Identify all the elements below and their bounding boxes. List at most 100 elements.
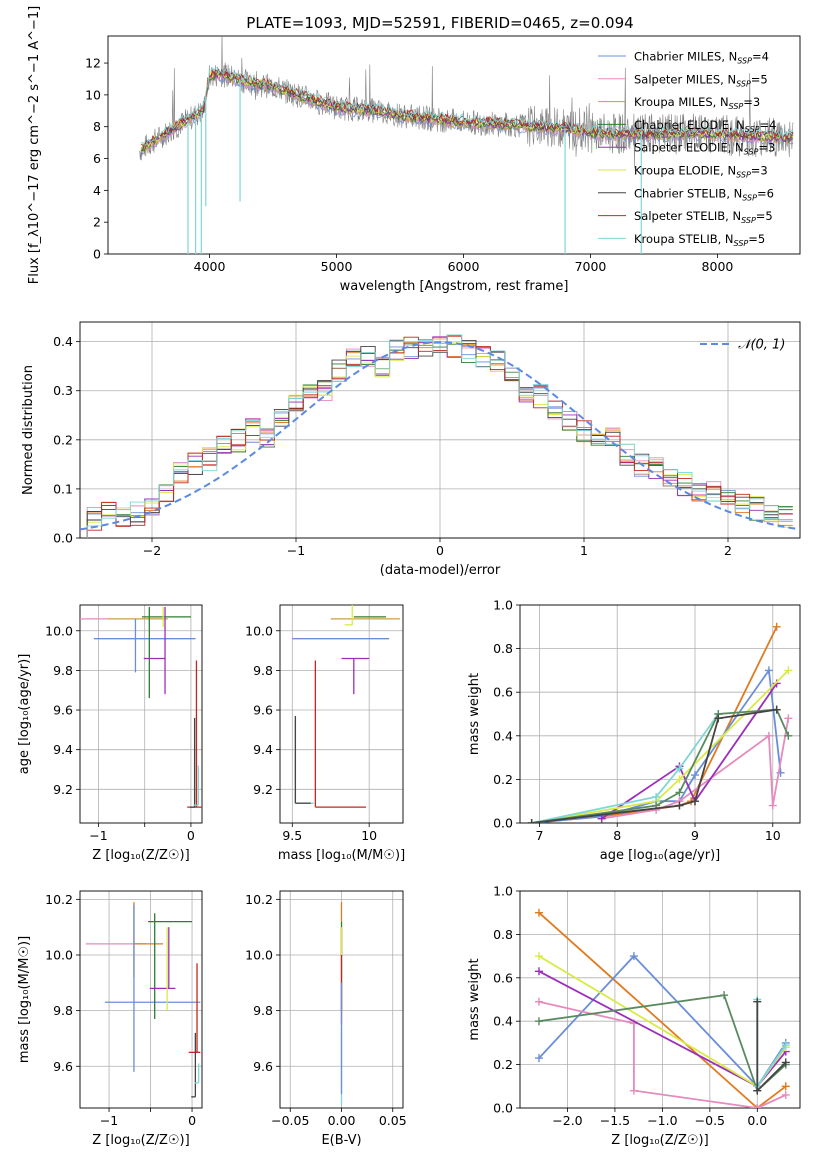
- weight-point-marker: [534, 952, 543, 961]
- x-tick-label: 5000: [321, 259, 353, 274]
- y-tick-label: 10.2: [45, 892, 73, 907]
- y-tick-label: 12: [85, 56, 101, 71]
- y-axis-label: Flux [f_λ10^−17 erg cm^−2 s^−1 A^−1]: [27, 6, 42, 284]
- y-tick-label: 6: [93, 151, 101, 166]
- weight-point-marker: [720, 991, 729, 1000]
- weight-point-marker: [753, 1086, 762, 1095]
- y-tick-label: 1.0: [493, 884, 513, 899]
- y-tick-label: 9.2: [53, 782, 73, 797]
- weight-series-line: [531, 708, 790, 823]
- spectrum-axes: 4000 5000 6000 7000 8000 0 2 4 6 8 10 12 wavelength …: [27, 6, 801, 294]
- weight-point-marker: [781, 1041, 790, 1050]
- x-tick-label: 4000: [194, 259, 226, 274]
- weight-point-marker: [764, 666, 773, 675]
- weight-point-marker: [675, 764, 684, 773]
- x-tick-label: −2: [143, 543, 161, 558]
- y-tick-label: 0.4: [53, 334, 73, 349]
- y-tick-label: 9.4: [53, 742, 73, 757]
- legend-label: 𝒩(0, 1): [738, 338, 785, 353]
- y-tick-label: 9.6: [253, 1059, 273, 1074]
- y-tick-label: 9.8: [253, 663, 273, 678]
- y-axis-label: age [log₁₀(age/yr)]: [17, 654, 32, 775]
- y-tick-label: 0.6: [493, 970, 513, 985]
- x-tick-label: 9.5: [282, 828, 302, 843]
- legend-label: Chabrier MILES, NSSP=4: [634, 50, 769, 66]
- y-tick-label: 10.0: [45, 623, 73, 638]
- y-tick-label: 10.0: [45, 947, 73, 962]
- x-tick-label: −1.0: [647, 1113, 677, 1128]
- x-axis-label: age [log₁₀(age/yr)]: [600, 848, 721, 863]
- y-tick-label: 10: [85, 87, 101, 102]
- x-tick-label: 6000: [448, 259, 480, 274]
- weight-vs-Z-plot: [534, 908, 790, 1108]
- x-tick-label: 0: [436, 543, 444, 558]
- weight-point-marker: [675, 801, 684, 810]
- legend-label: Kroupa STELIB, NSSP=5: [634, 232, 765, 248]
- x-axis-label: Z [log₁₀(Z/Z☉)]: [92, 848, 189, 863]
- legend-label: Chabrier STELIB, NSSP=6: [634, 186, 774, 202]
- x-tick-label: −0.05: [271, 1113, 309, 1128]
- x-axis-label: Z [log₁₀(Z/Z☉)]: [92, 1133, 189, 1148]
- weight-series-line: [538, 912, 787, 1108]
- weight-point-marker: [534, 967, 543, 976]
- gaussian-curve: [80, 341, 800, 531]
- x-tick-label: 9: [691, 828, 699, 843]
- y-tick-label: 0.4: [493, 1014, 513, 1029]
- weight-point-marker: [534, 908, 543, 917]
- plot-frame: [107, 35, 801, 255]
- legend-label: Salpeter STELIB, NSSP=5: [634, 209, 773, 225]
- x-tick-label: 0.00: [328, 1113, 356, 1128]
- x-tick-label: 0.0: [747, 1113, 767, 1128]
- legend-label: Kroupa MILES, NSSP=3: [634, 95, 760, 111]
- x-tick-label: −1: [100, 1113, 118, 1128]
- weight-point-marker: [534, 997, 543, 1006]
- x-tick-label: −2.0: [552, 1113, 582, 1128]
- residual-histogram: [86, 334, 793, 538]
- x-tick-label: 2: [724, 543, 732, 558]
- y-tick-label: 0.0: [53, 531, 73, 546]
- residual-histogram: [86, 338, 793, 538]
- y-tick-label: 9.8: [53, 1003, 73, 1018]
- spectrum-plot: [139, 36, 794, 254]
- weight-point-marker: [781, 1058, 790, 1067]
- y-axis-label: mass [log₁₀(M/M☉)]: [17, 936, 32, 1063]
- x-tick-label: −1.5: [600, 1113, 630, 1128]
- age-vs-mass-axes: 9.5 10 9.2 9.4 9.6 9.8 10.0 mass [log₁₀(M/M☉)]: [245, 604, 405, 863]
- x-tick-label: 10: [765, 828, 781, 843]
- y-tick-label: 8: [93, 119, 101, 134]
- weight-point-marker: [753, 1104, 762, 1108]
- residuals-plot: [80, 334, 800, 538]
- plot-frame: [519, 890, 801, 1109]
- y-tick-label: 0.6: [493, 685, 513, 700]
- y-tick-label: 1.0: [493, 598, 513, 613]
- figure-title: PLATE=1093, MJD=52591, FIBERID=0465, z=0…: [246, 14, 633, 32]
- y-tick-label: 0.3: [53, 383, 73, 398]
- weight-point-marker: [629, 952, 638, 961]
- y-tick-label: 9.6: [53, 703, 73, 718]
- age-vs-Z-plot: [80, 606, 202, 808]
- weight-point-marker: [772, 705, 781, 714]
- x-tick-label: 7000: [575, 259, 607, 274]
- x-tick-label: 0: [188, 1113, 196, 1128]
- weight-point-marker: [629, 1086, 638, 1095]
- plot-frame: [79, 321, 801, 539]
- legend-label: Salpeter ELODIE, NSSP=3: [634, 141, 775, 157]
- y-tick-label: 10.0: [245, 623, 273, 638]
- weight-point-marker: [772, 622, 781, 631]
- x-tick-label: 7: [535, 828, 543, 843]
- x-tick-label: 0: [187, 828, 195, 843]
- y-tick-label: 10.0: [245, 947, 273, 962]
- y-tick-label: 0.2: [493, 1057, 513, 1072]
- x-tick-label: 1: [580, 543, 588, 558]
- weight-point-marker: [784, 666, 793, 675]
- y-axis-label: mass weight: [467, 958, 482, 1040]
- y-tick-label: 9.8: [253, 1003, 273, 1018]
- y-tick-label: 0: [93, 247, 101, 262]
- age-vs-Z-axes: −1 0 9.2 9.4 9.6 9.8 10.0 Z [log₁₀(Z/Z☉)] age [l…: [17, 604, 203, 863]
- weight-point-marker: [534, 1054, 543, 1063]
- y-tick-label: 9.6: [53, 1059, 73, 1074]
- charts-root: 4000 5000 6000 7000 8000024681012wavelength …: [17, 6, 801, 1148]
- weight-point-marker: [691, 797, 699, 806]
- x-axis-label: wavelength [Angstrom, rest frame]: [340, 279, 569, 294]
- weight-point-marker: [784, 714, 793, 723]
